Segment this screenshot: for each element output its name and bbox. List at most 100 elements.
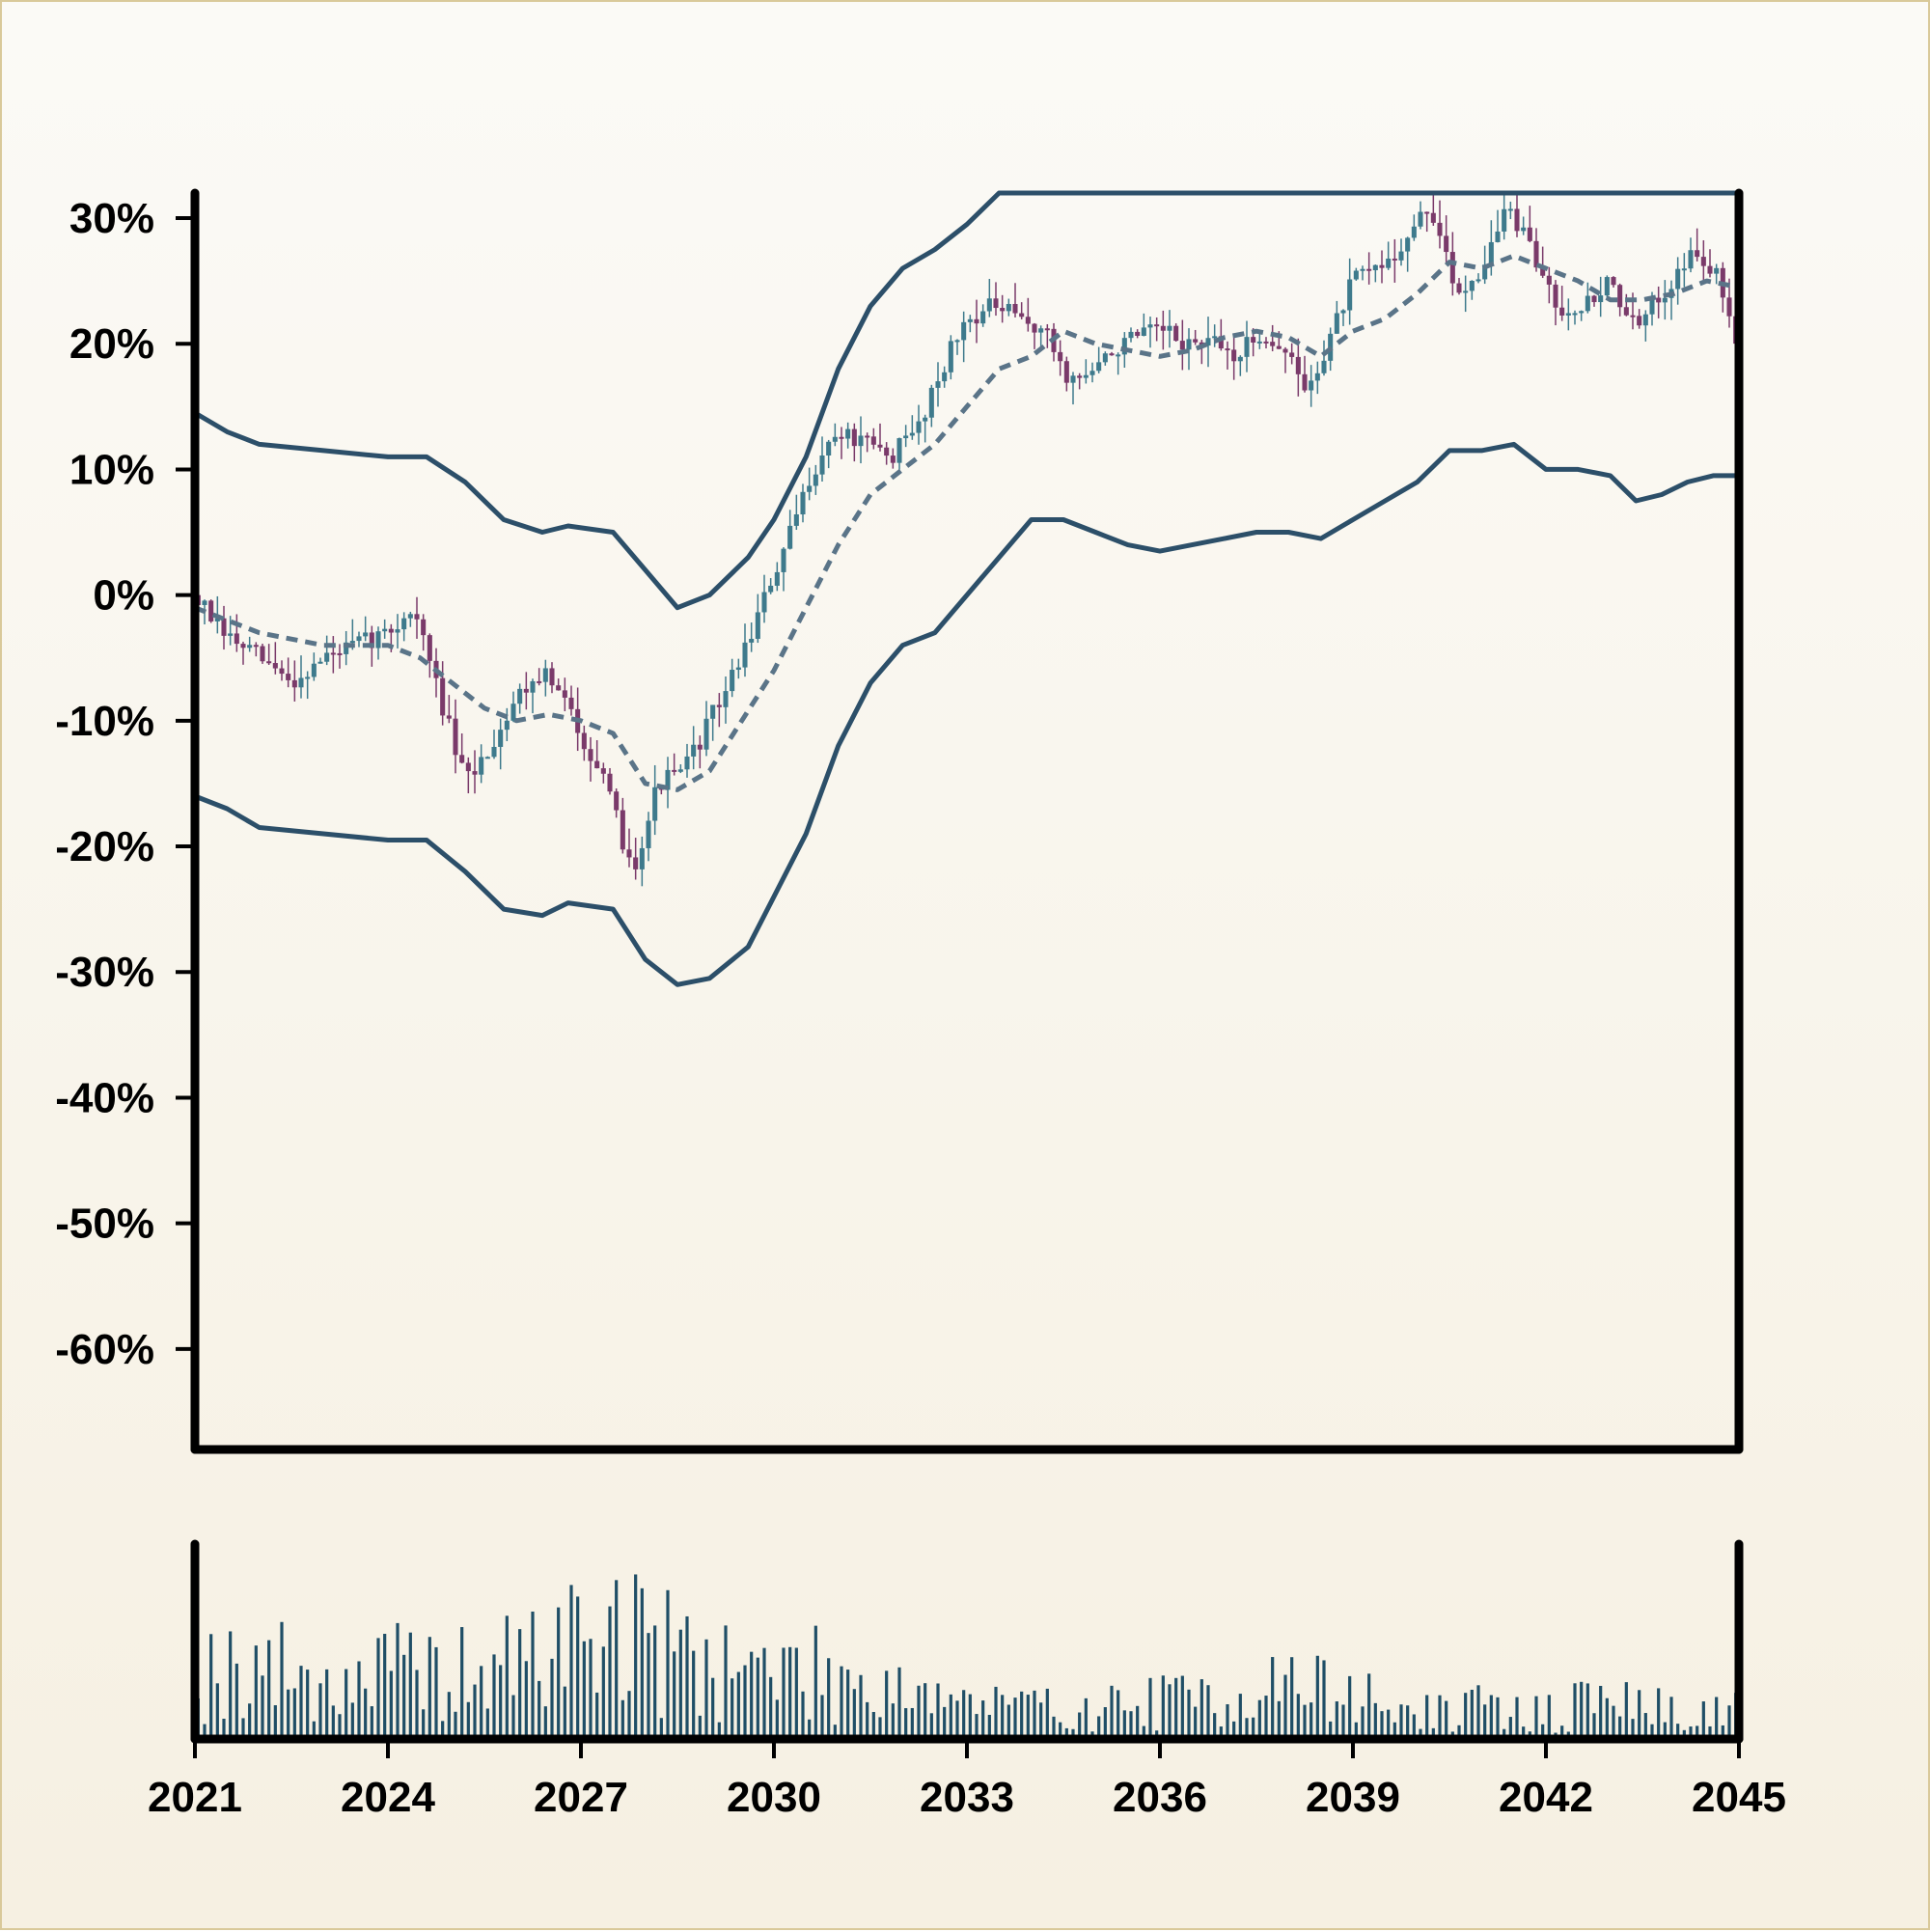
candle-body [1475,279,1481,282]
volume-bar [569,1585,573,1739]
candle-body [1630,315,1636,317]
volume-bar [794,1647,798,1739]
volume-bar [962,1690,966,1739]
candle-body [414,614,420,620]
volume-bar [1122,1710,1126,1739]
volume-bar [924,1683,927,1739]
candle-body [272,663,278,669]
candle-body [813,474,818,486]
candle-body [1521,227,1527,232]
candle-body [1218,336,1224,349]
volume-bar [1001,1695,1005,1739]
candle-body [1546,275,1552,285]
candle-body [1533,240,1539,268]
volume-bar [859,1674,863,1739]
candle-body [1366,268,1372,271]
candle-body [614,791,620,811]
candle-body [1193,339,1199,343]
volume-bar [441,1721,445,1739]
volume-bar [1496,1697,1500,1739]
y-tick-label: -40% [55,1074,154,1121]
volume-bar [1174,1677,1178,1739]
volume-bar [550,1658,554,1739]
candle-body [1128,331,1134,339]
volume-bar [762,1647,766,1739]
candle-body [1006,303,1011,312]
candle-body [1302,373,1308,391]
volume-bar [1483,1704,1487,1739]
volume-bar [1367,1673,1371,1739]
candle-body [865,435,870,438]
volume-bar [595,1692,599,1739]
candle-body [1418,211,1423,227]
candle-body [832,436,838,442]
volume-bar [987,1714,991,1739]
candle-body [594,760,600,769]
candle-body [1282,348,1288,353]
volume-bar [325,1669,329,1739]
volume-bar [1412,1714,1416,1739]
candle-body [896,438,902,463]
candle-body [1353,270,1359,280]
candle-body [974,318,979,324]
candle-body [279,668,285,675]
y-tick-label: -50% [55,1201,154,1248]
volume-bar [422,1709,426,1739]
volume-bar [717,1722,721,1739]
candle-body [440,677,446,716]
volume-bar [1612,1705,1615,1739]
volume-bar [866,1701,869,1739]
candle-body [1244,337,1250,357]
candle-body [1572,313,1578,316]
candle-body [1147,324,1153,328]
y-tick-label: 30% [69,195,154,242]
volume-bar [1573,1683,1577,1739]
candle-body [703,718,709,750]
volume-bar [692,1650,696,1739]
volume-bar [627,1691,631,1739]
volume-bar [666,1589,670,1739]
candle-body [749,638,755,643]
x-tick-label: 2042 [1499,1774,1593,1821]
volume-bar [1136,1705,1140,1739]
candle-body [1314,373,1320,381]
candle-body [1695,250,1700,258]
candle-body [1617,285,1623,308]
volume-bar [1624,1682,1628,1739]
volume-bar [505,1615,509,1739]
candle-body [1579,311,1585,314]
volume-bar [287,1689,290,1739]
volume-bar [878,1717,882,1739]
volume-bar [1464,1693,1468,1739]
volume-bar [1470,1689,1474,1739]
volume-bar [576,1596,580,1739]
volume-bar [904,1708,908,1739]
volume-bar [1419,1728,1422,1739]
volume-bar [415,1670,419,1739]
candle-body [1347,279,1353,311]
candle-body [1012,303,1018,314]
volume-bar [601,1646,605,1739]
volume-bar [1322,1660,1326,1739]
volume-bar [1283,1674,1287,1739]
volume-bar [1445,1700,1448,1739]
candle-body [1430,212,1436,223]
volume-bar [1650,1724,1654,1739]
volume-bar [704,1639,708,1739]
candle-body [1089,371,1095,375]
volume-bar [241,1718,245,1739]
candle-body [221,618,227,636]
volume-bar [1599,1685,1603,1739]
volume-bar [1180,1675,1184,1739]
candle-body [247,645,253,649]
volume-bar [1708,1725,1712,1739]
volume-bar [312,1721,316,1739]
candle-body [317,661,323,664]
volume-bar [827,1658,831,1739]
candle-body [1160,325,1166,331]
volume-bar [267,1640,271,1739]
y-tick-label: -20% [55,823,154,870]
candles [195,193,1739,887]
candle-body [446,715,452,719]
volume-bar [1682,1729,1686,1739]
